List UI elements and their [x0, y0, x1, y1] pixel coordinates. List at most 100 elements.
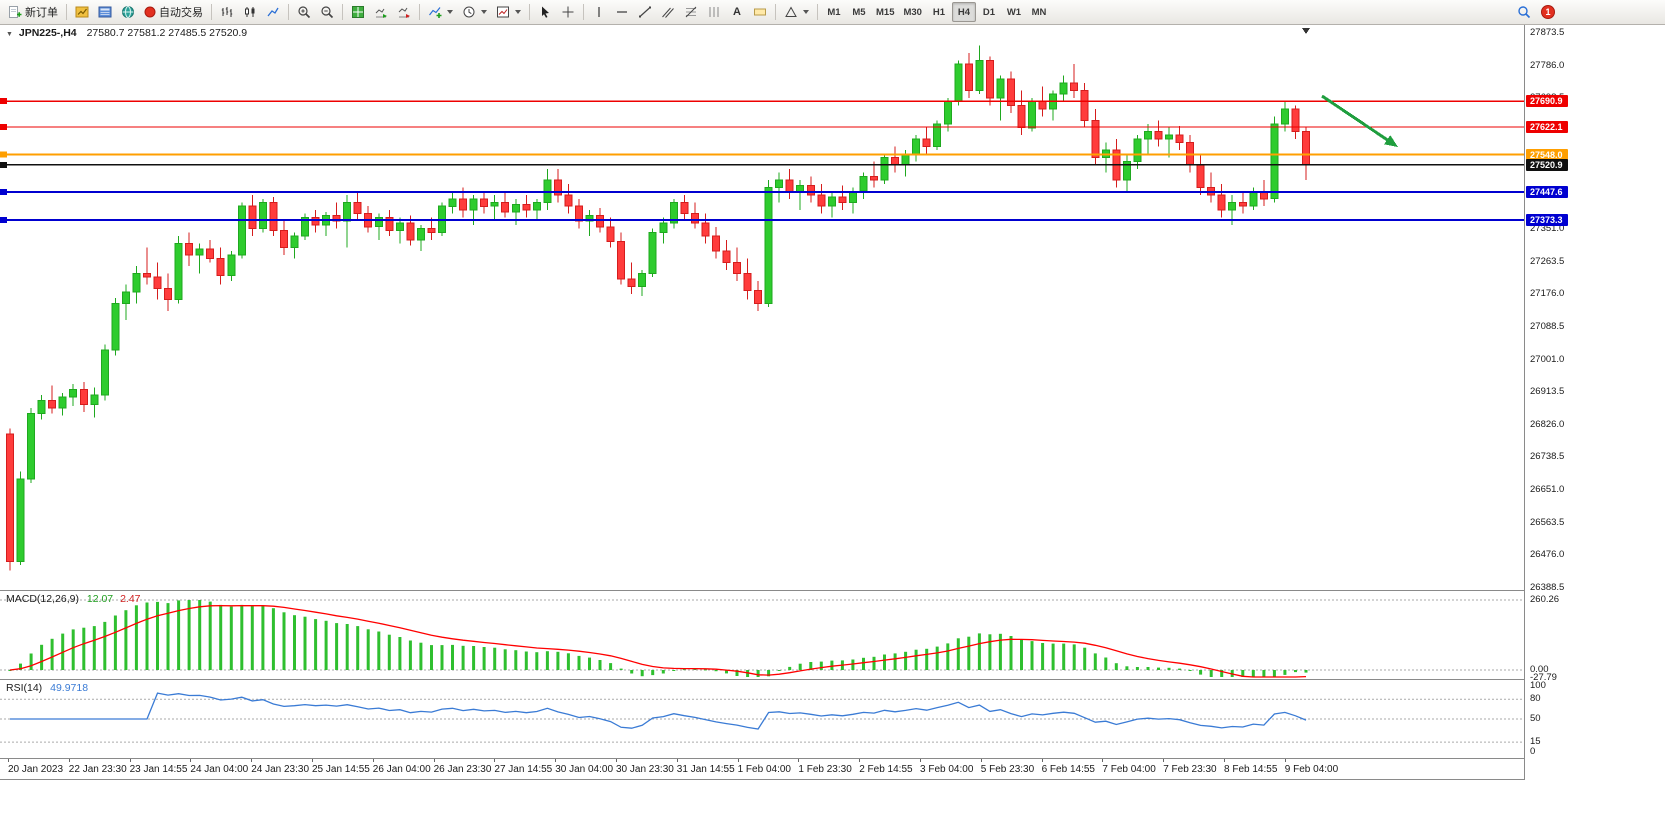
rsi-axis-label: 100: [1530, 680, 1546, 691]
timeframe-button[interactable]: M15: [876, 6, 895, 18]
time-axis-label: 30 Jan 23:30: [616, 764, 674, 775]
price-axis-label: 26563.5: [1530, 516, 1565, 528]
line-chart-button[interactable]: [262, 2, 284, 22]
indicators-button[interactable]: [424, 2, 457, 22]
auto-trading-button[interactable]: 自动交易: [140, 2, 207, 22]
tile-windows-button[interactable]: [347, 2, 369, 22]
crosshair-button[interactable]: [557, 2, 579, 22]
price-level-badge: 27520.9: [1526, 158, 1568, 171]
horizontal-line-tool-button[interactable]: [611, 2, 633, 22]
macd-title: MACD(12,26,9): [6, 593, 79, 605]
timeframe-button[interactable]: M1: [827, 6, 841, 18]
price-axis-label: 27001.0: [1530, 353, 1565, 365]
time-axis-tick: [1224, 759, 1225, 762]
toolbar: 新订单 自动交易 A M1 M5 M15 M30 H1 H4 D1 W1 MN …: [0, 0, 1665, 25]
auto-trading-icon: [144, 6, 156, 18]
zoom-in-button[interactable]: [293, 2, 315, 22]
toolbar-separator: [583, 4, 584, 20]
time-axis-label: 8 Feb 14:55: [1224, 764, 1278, 775]
time-axis-tick: [494, 759, 496, 762]
timeframe-button[interactable]: M30: [903, 6, 922, 18]
time-axis-tick: [1284, 759, 1286, 762]
auto-scroll-icon: [375, 8, 387, 18]
time-axis-tick: [737, 759, 739, 762]
search-icon: [1518, 6, 1531, 19]
trendline-tool-button[interactable]: [634, 2, 656, 22]
price-axis-label: 26388.5: [1530, 582, 1565, 593]
channel-tool-button[interactable]: [657, 2, 679, 22]
time-axis-label: 7 Feb 23:30: [1163, 764, 1217, 775]
price-axis-label: 27873.5: [1530, 27, 1565, 38]
macd-label: MACD(12,26,9) 12.07 2.47: [6, 593, 141, 605]
time-axis-tick: [980, 759, 982, 762]
notification-badge[interactable]: 1: [1541, 5, 1555, 19]
search-button[interactable]: [1513, 2, 1535, 22]
timeframe-button[interactable]: M5: [852, 6, 866, 18]
text-tool-icon: A: [733, 6, 741, 18]
toolbar-separator: [66, 4, 67, 20]
price-axis[interactable]: 27873.527786.027698.527611.027523.527436…: [1524, 25, 1665, 780]
bar-chart-icon: [221, 7, 233, 17]
chart-shift-button[interactable]: [393, 2, 415, 22]
price-axis-label: 26738.5: [1530, 451, 1565, 463]
time-axis-tick: [920, 759, 921, 762]
channel-icon: [662, 7, 674, 18]
chart-shift-icon: [398, 7, 410, 18]
fibonacci-icon: [685, 6, 697, 18]
market-watch-button[interactable]: [94, 2, 116, 22]
navigator-button[interactable]: [117, 2, 139, 22]
time-axis-tick: [616, 759, 617, 762]
rsi-axis-label: 0: [1530, 746, 1536, 757]
vertical-line-tool-button[interactable]: [588, 2, 610, 22]
fibonacci-tool-button[interactable]: [680, 2, 702, 22]
price-axis-label: 27351.0: [1530, 222, 1565, 234]
timeframe-button[interactable]: D1: [982, 6, 996, 18]
timeframe-button[interactable]: MN: [1031, 6, 1047, 18]
time-axis-label: 22 Jan 23:30: [68, 764, 127, 775]
periods-button[interactable]: [458, 2, 491, 22]
templates-button[interactable]: [492, 2, 525, 22]
macd-axis-label: 0.00: [1530, 664, 1549, 675]
dropdown-caret-icon: [447, 10, 453, 14]
template-icon: [497, 6, 509, 18]
time-axis-tick: [312, 759, 313, 762]
crosshair-icon: [562, 6, 574, 18]
new-order-button[interactable]: 新订单: [4, 2, 62, 22]
time-axis[interactable]: 20 Jan 2023 22 Jan 23:30 23 Jan 14:55 24 Ja…: [0, 759, 1665, 780]
label-tool-button[interactable]: [749, 2, 771, 22]
timeframe-button[interactable]: W1: [1006, 6, 1022, 18]
candlestick-chart-button[interactable]: [239, 2, 261, 22]
time-axis-label: 20 Jan 2023: [8, 764, 64, 775]
bar-chart-button[interactable]: [216, 2, 238, 22]
toolbar-separator: [211, 4, 212, 20]
zoom-in-icon: [298, 6, 311, 19]
macd-panel[interactable]: MACD(12,26,9) 12.07 2.47: [0, 591, 1524, 680]
auto-scroll-button[interactable]: [370, 2, 392, 22]
vertical-line-icon: [598, 7, 600, 17]
time-axis-label: 24 Jan 04:00: [190, 764, 249, 775]
rsi-axis-label: 80: [1530, 693, 1541, 705]
market-watch-icon: [98, 6, 112, 18]
text-tool-button[interactable]: A: [726, 2, 748, 22]
rsi-panel[interactable]: RSI(14) 49.9718: [0, 680, 1524, 759]
time-axis-tick: [8, 759, 9, 762]
main-chart-panel[interactable]: ▼ JPN225-,H4 27580.7 27581.2 27485.5 275…: [0, 25, 1524, 591]
cycle-lines-icon: [709, 7, 719, 17]
candlestick-chart[interactable]: [0, 25, 1524, 590]
cycle-lines-tool-button[interactable]: [703, 2, 725, 22]
zoom-out-button[interactable]: [316, 2, 338, 22]
timeframe-button[interactable]: H1: [932, 6, 946, 18]
dropdown-caret-icon: [481, 10, 487, 14]
time-axis-label: 6 Feb 14:55: [1041, 764, 1095, 775]
time-axis-tick: [1163, 759, 1165, 762]
cursor-button[interactable]: [534, 2, 556, 22]
timeframe-button[interactable]: H4: [951, 2, 976, 22]
rsi-axis-label: 15: [1530, 736, 1541, 748]
chart-ohlc-label: 27580.7 27581.2 27485.5 27520.9: [86, 27, 248, 39]
new-chart-button[interactable]: [71, 2, 93, 22]
time-axis-label: 25 Jan 14:55: [312, 764, 370, 775]
shapes-button[interactable]: [780, 2, 813, 22]
rsi-title: RSI(14): [6, 682, 43, 694]
time-axis-label: 5 Feb 23:30: [980, 764, 1035, 775]
collapse-arrow-icon[interactable]: ▼: [6, 31, 13, 38]
